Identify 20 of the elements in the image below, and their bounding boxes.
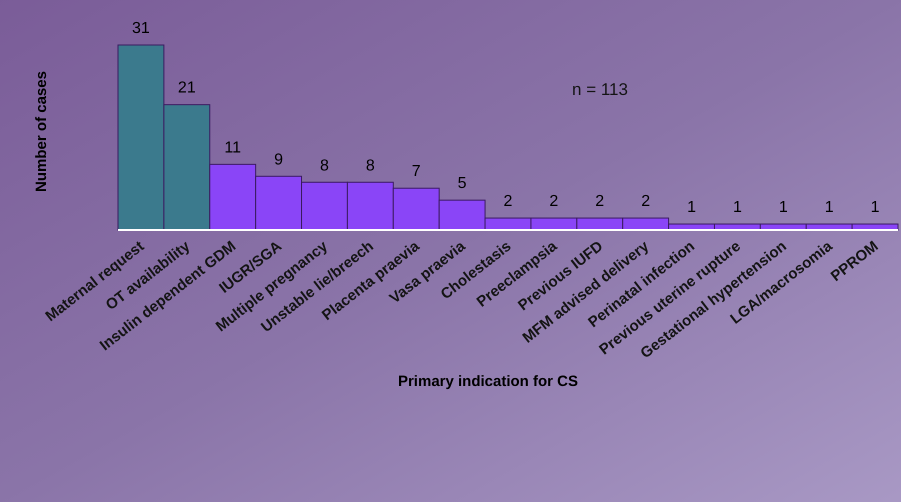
data-label: 1 <box>778 199 788 216</box>
data-label: 11 <box>224 139 242 156</box>
data-label: 2 <box>504 193 513 210</box>
annotation: n = 113 <box>572 80 628 99</box>
y-axis-title: Number of cases <box>33 71 50 192</box>
x-axis-title: Primary indication for CS <box>398 373 578 390</box>
data-label: 1 <box>824 199 834 216</box>
data-label: 21 <box>178 80 196 97</box>
data-label: 2 <box>595 193 604 210</box>
data-label: 1 <box>870 199 880 216</box>
data-label: 7 <box>412 163 421 180</box>
data-label: 8 <box>366 157 375 174</box>
data-label: 31 <box>132 20 150 37</box>
data-label: 8 <box>320 157 330 174</box>
data-label: 9 <box>274 151 284 168</box>
data-label: 5 <box>458 175 467 192</box>
data-label: 2 <box>549 193 558 210</box>
data-label: 2 <box>641 193 650 210</box>
data-label: 1 <box>687 199 696 216</box>
data-label: 1 <box>732 199 742 216</box>
